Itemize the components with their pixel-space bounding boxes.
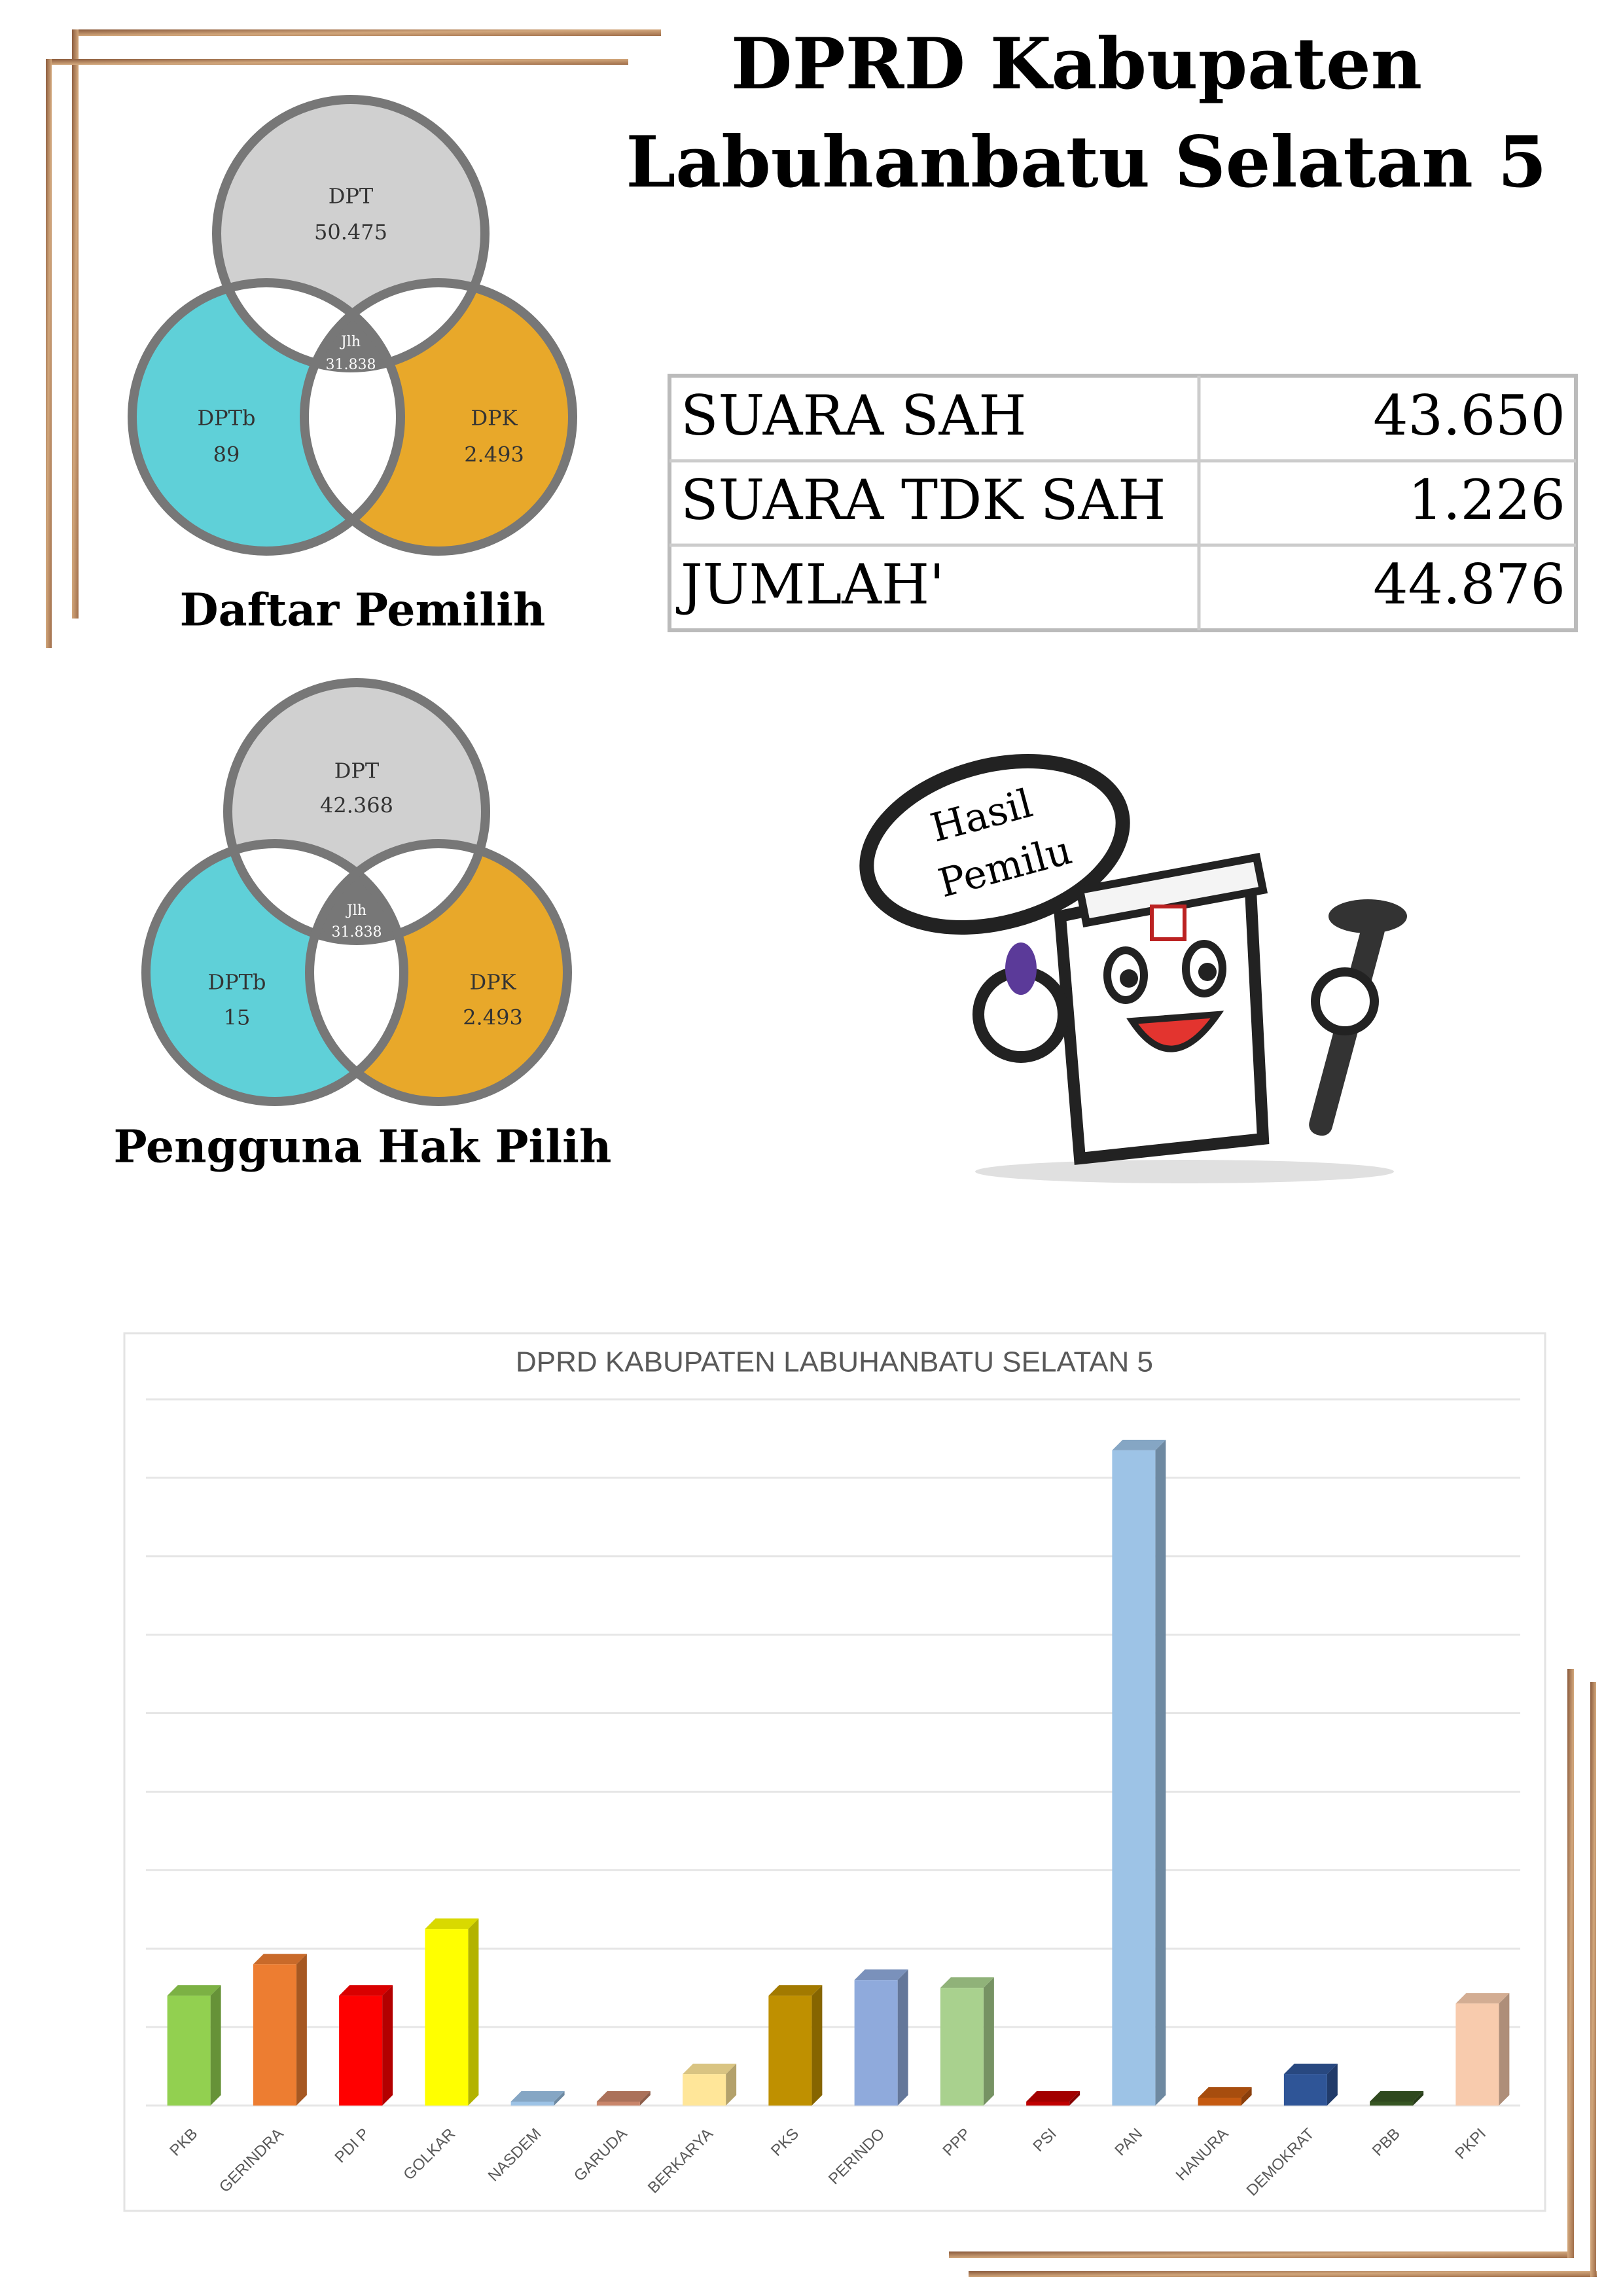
bar-side — [382, 1985, 393, 2106]
venn-value: 42.368 — [320, 793, 393, 818]
table-cell: 43.650 — [1373, 384, 1565, 448]
table-cell: SUARA SAH — [681, 384, 1027, 448]
bar — [339, 1996, 383, 2106]
table-cell: 44.876 — [1373, 552, 1565, 617]
venn-value: 31.838 — [326, 357, 376, 373]
bar — [854, 1980, 898, 2106]
bar — [768, 1996, 812, 2106]
venn-value: 31.838 — [332, 924, 382, 941]
bar-side — [1069, 2091, 1080, 2106]
venn-label: Jlh — [346, 903, 366, 919]
bar — [1026, 2102, 1070, 2106]
bar — [596, 2102, 640, 2106]
venn-label: DPTb — [207, 970, 266, 995]
bar — [1198, 2098, 1241, 2106]
venn-value: 89 — [213, 442, 240, 467]
bar-top — [596, 2091, 651, 2102]
venn-caption: Daftar Pemilih — [180, 584, 546, 637]
bar-top — [510, 2091, 565, 2102]
bar-side — [468, 1918, 479, 2106]
bar-side — [210, 1985, 221, 2106]
bar-top — [1026, 2091, 1080, 2102]
bar-top — [167, 1985, 221, 1996]
bar-side — [1413, 2091, 1424, 2106]
frame-bottom-right — [949, 1669, 1597, 2277]
venn-label: DPK — [471, 406, 518, 431]
bar-side — [296, 1954, 307, 2106]
venn-label: DPK — [469, 970, 516, 995]
bar — [253, 1964, 296, 2106]
bar-side — [554, 2091, 565, 2106]
venn-label: DPT — [334, 759, 380, 783]
venn-pengguna: DPT 42.368 DPTb 15 DPK 2.493 Jlh 31.838 — [141, 678, 572, 1106]
bar-top — [1283, 2064, 1338, 2075]
bar-top — [339, 1985, 393, 1996]
venn-value: 15 — [224, 1005, 251, 1030]
mascot: Hasil Pemilu — [859, 754, 1407, 1183]
bar-side — [726, 2064, 737, 2106]
bar-side — [1155, 1439, 1166, 2106]
bar-side — [897, 1969, 908, 2106]
bar-top — [1455, 1993, 1510, 2004]
venn-value: 2.493 — [464, 442, 524, 467]
table-cell: SUARA TDK SAH — [681, 468, 1166, 532]
bar-top — [854, 1969, 908, 1981]
chart-title: DPRD KABUPATEN LABUHANBATU SELATAN 5 — [516, 1346, 1153, 1378]
frame-top-left — [46, 29, 661, 648]
bar-top — [1370, 2091, 1424, 2102]
venn-value: 2.493 — [463, 1005, 523, 1030]
venn-label: Jlh — [340, 334, 361, 350]
bar — [1112, 1450, 1156, 2106]
venn-label: DPTb — [197, 406, 255, 431]
bar-side — [639, 2091, 651, 2106]
bar-top — [768, 1985, 823, 1996]
bar-side — [812, 1985, 823, 2106]
table-cell: JUMLAH' — [675, 552, 944, 617]
bar-top — [253, 1954, 307, 1965]
bar-top — [940, 1977, 994, 1988]
bar-top — [1112, 1439, 1166, 1450]
title-line: Labuhanbatu Selatan 5 — [626, 121, 1546, 204]
bar-top — [683, 2064, 737, 2075]
vote-table: SUARA SAH 43.650 SUARA TDK SAH 1.226 JUM… — [668, 374, 1578, 632]
bar — [940, 1988, 984, 2106]
title-line: DPRD Kabupaten — [731, 23, 1422, 105]
bar — [1370, 2102, 1414, 2106]
bar — [425, 1929, 469, 2106]
bar-side — [983, 1977, 994, 2106]
bar — [683, 2074, 726, 2106]
bar — [1283, 2074, 1327, 2106]
bar — [167, 1996, 211, 2106]
bar — [1455, 2003, 1499, 2106]
bar-top — [425, 1918, 479, 1929]
venn-label: DPT — [329, 184, 374, 209]
bar-top — [1198, 2087, 1252, 2098]
table-cell: 1.226 — [1408, 468, 1565, 532]
venn-daftar: DPT 50.475 DPTb 89 DPK 2.493 Jlh 31.838 — [128, 95, 577, 556]
bar-side — [1241, 2087, 1252, 2106]
venn-value: 50.475 — [314, 220, 387, 245]
bar-side — [1499, 1993, 1510, 2106]
bar — [510, 2102, 554, 2106]
venn-caption: Pengguna Hak Pilih — [114, 1121, 612, 1174]
bar-side — [1327, 2064, 1338, 2106]
